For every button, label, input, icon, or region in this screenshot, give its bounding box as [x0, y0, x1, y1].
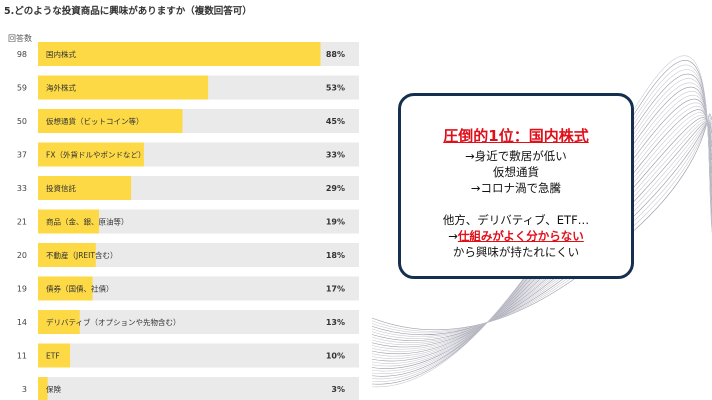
bar — [38, 42, 321, 66]
count-label: 11 — [17, 352, 27, 361]
bar — [38, 343, 71, 368]
callout-line-3: →コロナ渦で急騰 — [470, 181, 562, 195]
count-label: 21 — [17, 218, 27, 227]
category-label: 国内株式 — [46, 49, 76, 59]
callout-emphasis: 仕組みがよく分からない — [457, 229, 584, 243]
percent-label: 29% — [326, 184, 345, 193]
percent-label: 17% — [326, 285, 345, 294]
percent-label: 45% — [326, 117, 345, 126]
bar — [38, 109, 183, 133]
category-label: FX（外貨ドルやポンドなど） — [46, 150, 145, 160]
count-label: 98 — [17, 50, 27, 59]
bar — [38, 176, 132, 200]
category-label: 債券（国債、社債） — [46, 284, 114, 294]
count-label: 14 — [17, 318, 27, 327]
percent-label: 33% — [326, 151, 345, 160]
bar — [38, 75, 209, 100]
callout-box: 圧倒的1位：国内株式 →身近で敷居が低い 仮想通貨 →コロナ渦で急騰 他方、デリ… — [398, 93, 634, 279]
percent-label: 18% — [326, 251, 345, 260]
category-label: ETF — [46, 352, 60, 361]
category-label: 保険 — [46, 385, 61, 394]
count-label: 20 — [17, 251, 27, 260]
count-label: 50 — [17, 117, 27, 126]
count-label: 37 — [17, 151, 27, 160]
count-label: 59 — [17, 84, 27, 93]
bar — [38, 276, 93, 301]
category-label: 不動産（JREIT含む） — [46, 250, 117, 260]
callout-line-6: から興味が持たれにくい — [452, 245, 580, 259]
percent-label: 13% — [326, 318, 345, 327]
callout-line-1: →身近で敷居が低い — [465, 149, 567, 163]
callout-arrow: → — [448, 229, 458, 243]
category-label: 商品（金、銀、原油等） — [46, 217, 129, 227]
percent-label: 19% — [326, 218, 345, 227]
count-label: 33 — [17, 184, 27, 193]
percent-label: 88% — [326, 50, 345, 59]
count-label: 19 — [17, 285, 27, 294]
category-label: 海外株式 — [46, 83, 76, 93]
percent-label: 3% — [331, 385, 345, 394]
bar — [38, 142, 144, 167]
callout-headline: 圧倒的1位：国内株式 — [443, 127, 589, 145]
callout-line-2: 仮想通貨 — [493, 165, 539, 179]
category-label: 投資信託 — [46, 183, 76, 193]
wave-line — [371, 55, 712, 388]
bar-track — [38, 310, 359, 334]
category-label: 仮想通貨（ビットコイン等） — [46, 116, 144, 126]
callout-line-5: →仕組みがよく分からない — [401, 228, 631, 244]
percent-label: 53% — [326, 84, 345, 93]
question-title: 5.どのような投資商品に興味がありますか（複数回答可） — [4, 6, 252, 17]
bar — [38, 209, 99, 234]
bar-track — [38, 377, 359, 400]
callout-spacer — [401, 196, 631, 212]
bar — [38, 377, 48, 400]
category-label: デリバティブ（オプションや先物含む） — [46, 317, 181, 327]
count-label: 3 — [22, 385, 27, 394]
callout-line-4: 他方、デリバティブ、ETF… — [442, 213, 590, 227]
percent-label: 10% — [326, 352, 345, 361]
bar — [38, 310, 80, 334]
bar-track — [38, 343, 359, 368]
bar — [38, 243, 96, 267]
count-column-header: 回答数 — [8, 34, 32, 43]
